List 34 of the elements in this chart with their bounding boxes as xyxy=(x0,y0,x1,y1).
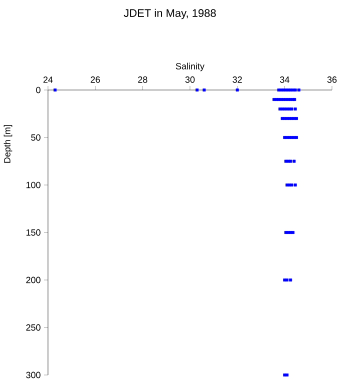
y-tick-label: 150 xyxy=(26,229,40,236)
y-tick-label: 250 xyxy=(26,324,40,331)
point xyxy=(286,160,290,163)
point xyxy=(54,88,57,92)
point xyxy=(290,184,294,187)
point xyxy=(290,108,294,111)
point xyxy=(284,160,288,163)
point xyxy=(286,373,289,376)
point xyxy=(294,108,297,111)
y-tick-label: 0 xyxy=(36,86,40,94)
point xyxy=(289,160,292,163)
x-tick-label: 28 xyxy=(138,76,148,83)
point xyxy=(202,88,206,92)
point xyxy=(297,88,300,92)
x-tick-label: 36 xyxy=(327,76,337,83)
y-tick-label: 50 xyxy=(31,134,40,141)
x-tick-label: 32 xyxy=(232,76,242,83)
chart-title: JDET in May, 1988 xyxy=(124,8,216,20)
point xyxy=(196,88,199,92)
x-axis-title: Salinity xyxy=(176,62,204,72)
point xyxy=(294,88,297,92)
point xyxy=(292,160,296,163)
point xyxy=(286,278,289,282)
y-axis-title: Depth [m] xyxy=(4,125,12,163)
x-tick-label: 26 xyxy=(90,76,100,83)
x-tick-label: 34 xyxy=(280,76,290,83)
point xyxy=(294,184,297,187)
point xyxy=(236,88,239,92)
x-tick-label: 24 xyxy=(43,76,53,83)
y-tick-label: 100 xyxy=(26,182,40,188)
y-tick-label: 300 xyxy=(26,372,40,378)
point xyxy=(289,278,292,282)
y-tick-label: 200 xyxy=(26,276,40,284)
x-tick-label: 30 xyxy=(185,76,195,83)
